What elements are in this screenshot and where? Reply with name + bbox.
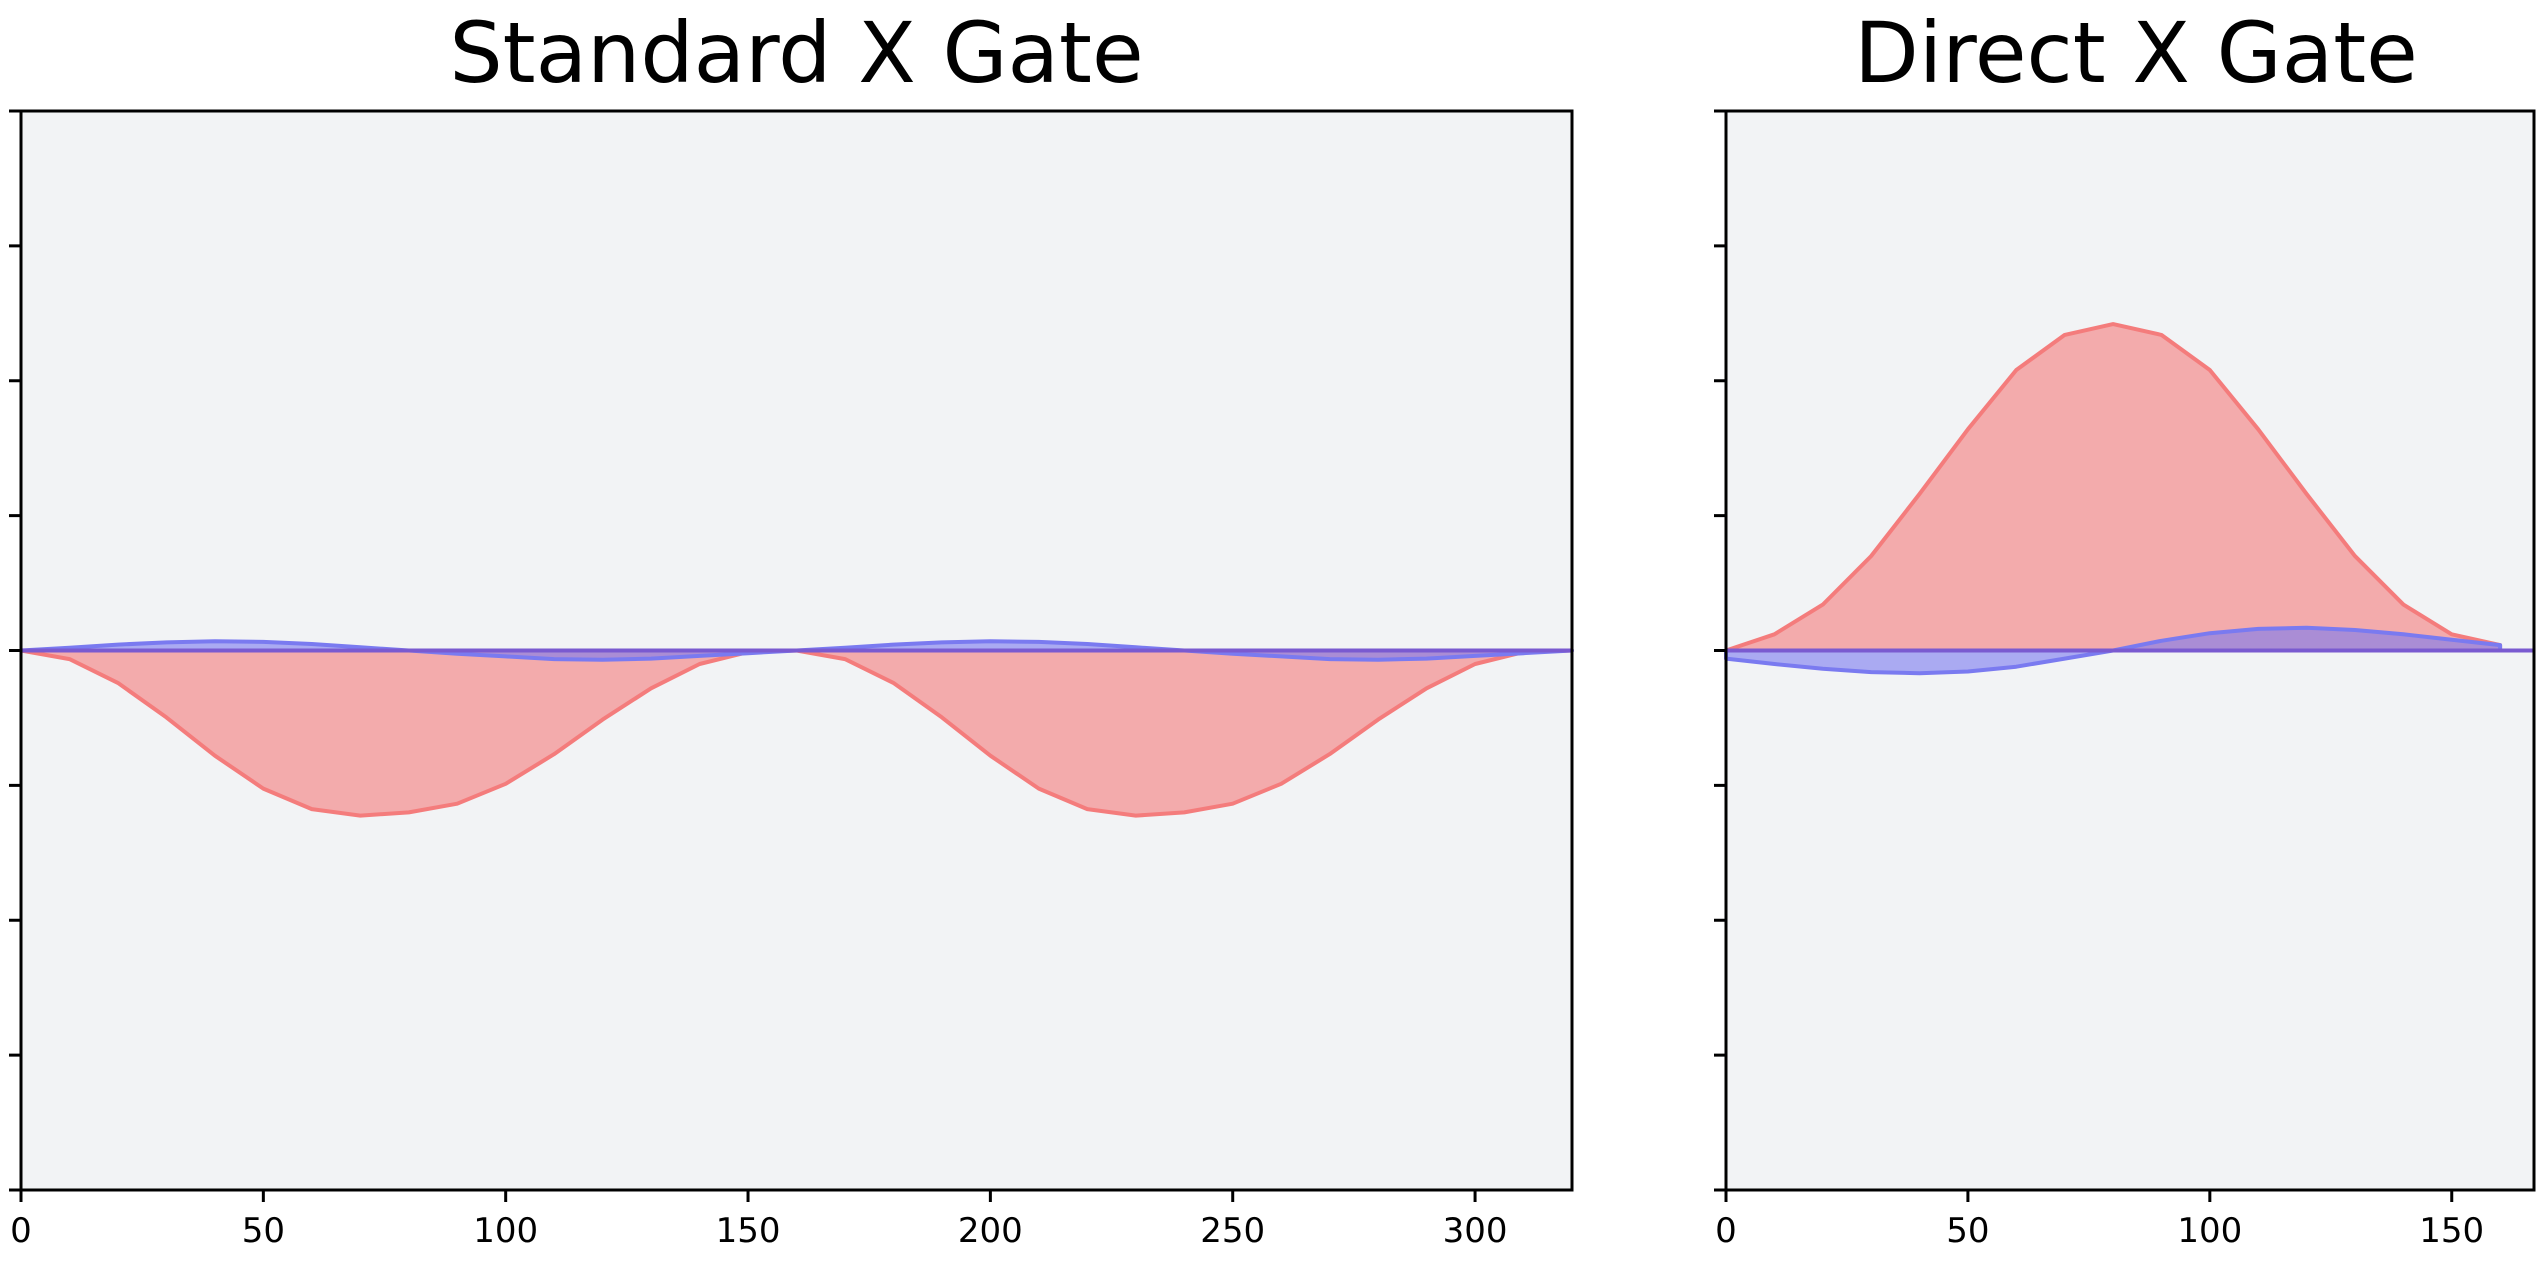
chart-direct-x-gate: 0 50 100 150 Direct X Gate — [1714, 4, 2534, 1251]
x-tick-label: 0 — [1715, 1211, 1737, 1251]
y-ticks — [1714, 111, 1726, 1190]
x-tick-label: 150 — [2419, 1211, 2484, 1251]
chart-title: Direct X Gate — [1854, 4, 2418, 102]
x-tick-label: 50 — [242, 1211, 285, 1251]
x-tick-label: 0 — [10, 1211, 32, 1251]
x-tick-label: 250 — [1200, 1211, 1265, 1251]
x-ticks: 0 50 100 150 — [1715, 1190, 2484, 1251]
chart-title: Standard X Gate — [449, 4, 1143, 102]
x-tick-label: 300 — [1443, 1211, 1508, 1251]
x-tick-label: 100 — [473, 1211, 538, 1251]
x-tick-label: 200 — [958, 1211, 1023, 1251]
x-tick-label: 100 — [2177, 1211, 2242, 1251]
x-tick-label: 150 — [716, 1211, 781, 1251]
x-ticks: 0 50 100 150 200 250 300 — [10, 1190, 1507, 1251]
x-tick-label: 50 — [1946, 1211, 1989, 1251]
y-ticks — [9, 111, 21, 1190]
chart-standard-x-gate: 0 50 100 150 200 250 300 Standard X Gate — [9, 4, 1572, 1251]
